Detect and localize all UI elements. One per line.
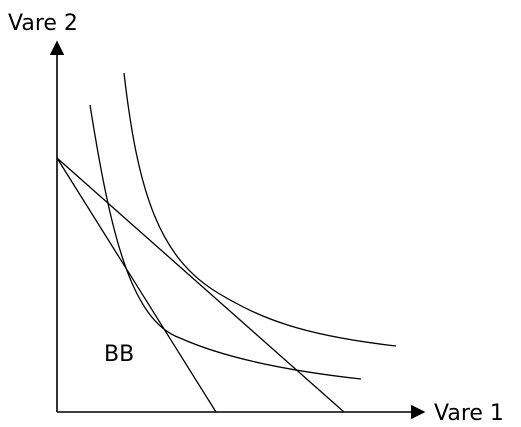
indifference-curve-upper [123,72,397,347]
budget-line-steep [56,157,217,413]
budget-set-label: BB [104,342,134,367]
budget-line-flat [56,157,345,413]
y-axis-label: Vare 2 [8,11,78,36]
indifference-curve-lower [89,104,362,380]
x-axis-label: Vare 1 [434,401,504,426]
